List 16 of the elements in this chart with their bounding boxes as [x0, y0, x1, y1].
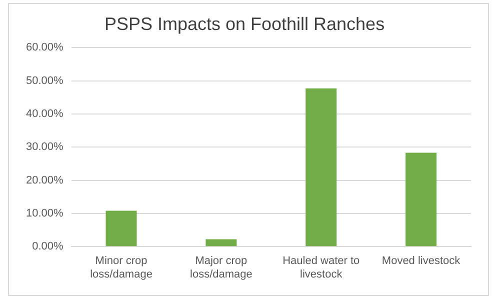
x-tick-label: Minor crop loss/damage	[90, 255, 152, 280]
y-tick-label: 20.00%	[26, 174, 64, 186]
x-tick-label: Major crop loss/damage	[190, 255, 252, 280]
x-tick-label: Moved livestock	[382, 255, 461, 268]
bar	[406, 152, 437, 246]
chart-title: PSPS Impacts on Foothill Ranches	[104, 14, 385, 34]
y-tick-label: 50.00%	[26, 74, 64, 87]
y-tick-label: 0.00%	[32, 240, 64, 253]
bar	[306, 88, 337, 246]
y-tick-label: 10.00%	[26, 207, 64, 220]
x-tick-label: Hauled water to livestock	[282, 255, 360, 280]
y-tick-label: 60.00%	[26, 42, 64, 54]
y-tick-label: 30.00%	[26, 141, 64, 154]
y-tick-label: 40.00%	[26, 108, 64, 120]
bar	[106, 210, 137, 246]
bar	[206, 239, 237, 246]
